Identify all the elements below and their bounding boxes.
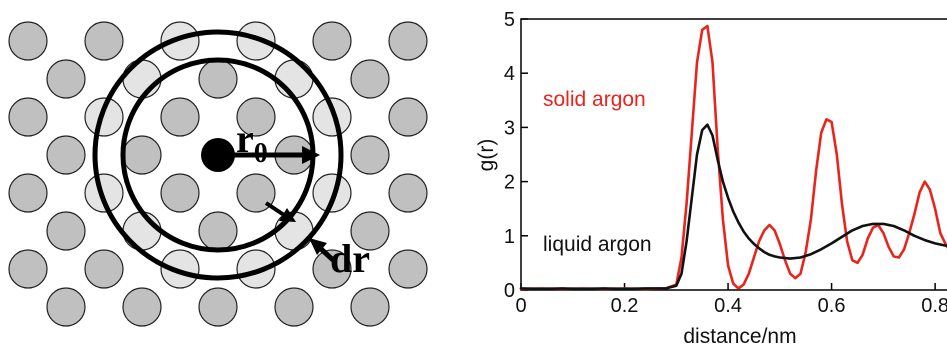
x-tick-label: 0.4 [714, 295, 742, 317]
series-line-liquid-argon [519, 123, 947, 291]
y-tick-label: 3 [504, 117, 515, 139]
lattice-atom [312, 97, 352, 137]
lattice-atom [388, 21, 428, 61]
lattice-atom [8, 249, 48, 289]
lattice-atom [160, 97, 200, 137]
r0-label: r0 [236, 116, 268, 169]
legend-solid-argon: solid argon [543, 88, 646, 111]
lattice-atom [122, 287, 162, 327]
y-tick-label: 1 [504, 226, 515, 248]
lattice-atom [236, 173, 276, 213]
x-tick-label: 0.8 [921, 295, 947, 317]
y-tick-label: 0 [504, 280, 515, 302]
lattice-atom [350, 135, 390, 175]
lattice-atom [236, 97, 276, 137]
lattice-atom [350, 287, 390, 327]
outer-shell-circle [92, 29, 344, 281]
shell-arrow [264, 201, 286, 217]
lattice-atom [236, 21, 276, 61]
plot-frame [520, 18, 947, 291]
lattice-atom [84, 97, 124, 137]
y-tick-label: 5 [504, 9, 515, 31]
lattice-atom [122, 211, 162, 251]
lattice-atom [388, 173, 428, 213]
x-axis-label: distance/nm [683, 325, 796, 348]
gr-chart: 0 1 2 3 4 5 0 0.2 0.4 0.6 0.8 solid argon liquid … [475, 9, 947, 348]
shell-arrowhead [279, 208, 296, 222]
lattice-atom [388, 249, 428, 289]
dr-arrowhead [309, 238, 327, 255]
lattice-atom [122, 59, 162, 99]
y-tick-label: 4 [504, 63, 515, 85]
legend-liquid-argon: liquid argon [543, 233, 652, 256]
lattice-atom [46, 59, 86, 99]
series-line-solid-argon [519, 24, 947, 291]
dr-arrow [318, 246, 335, 262]
lattice-atom [46, 135, 86, 175]
y-axis-ticks: 0 1 2 3 4 5 [504, 9, 528, 302]
lattice-atom [8, 173, 48, 213]
lattice-atom [84, 21, 124, 61]
lattice-atom [84, 173, 124, 213]
lattice-diagram: r0 dr [8, 21, 428, 327]
dr-label: dr [330, 236, 370, 281]
lattice-atom [274, 59, 314, 99]
lattice-atom [312, 173, 352, 213]
lattice-atom [350, 211, 390, 251]
lattice-atom [160, 249, 200, 289]
lattice-atom [312, 21, 352, 61]
lattice-atom [122, 135, 162, 175]
x-tick-label: 0.2 [611, 295, 639, 317]
central-atom [201, 138, 235, 172]
lattice-atom [8, 97, 48, 137]
lattice-atom [84, 249, 124, 289]
lattice-atom [198, 287, 238, 327]
lattice-atom [274, 287, 314, 327]
lattice-atom [236, 249, 276, 289]
lattice-atom [198, 59, 238, 99]
lattice-atom [350, 59, 390, 99]
series-layer [519, 24, 947, 291]
x-tick-label: 0 [515, 295, 526, 317]
lattice-atom [388, 97, 428, 137]
r0-arrowhead [302, 146, 320, 164]
x-tick-label: 0.6 [818, 295, 846, 317]
lattice-atom [160, 21, 200, 61]
lattice-atom [46, 287, 86, 327]
lattice-atom [8, 21, 48, 61]
y-axis-label: g(r) [475, 139, 498, 172]
lattice-atom [198, 211, 238, 251]
lattice-atom [160, 173, 200, 213]
y-tick-label: 2 [504, 172, 515, 194]
lattice-atom [46, 211, 86, 251]
lattice-atom [312, 249, 352, 289]
lattice-atom [274, 211, 314, 251]
